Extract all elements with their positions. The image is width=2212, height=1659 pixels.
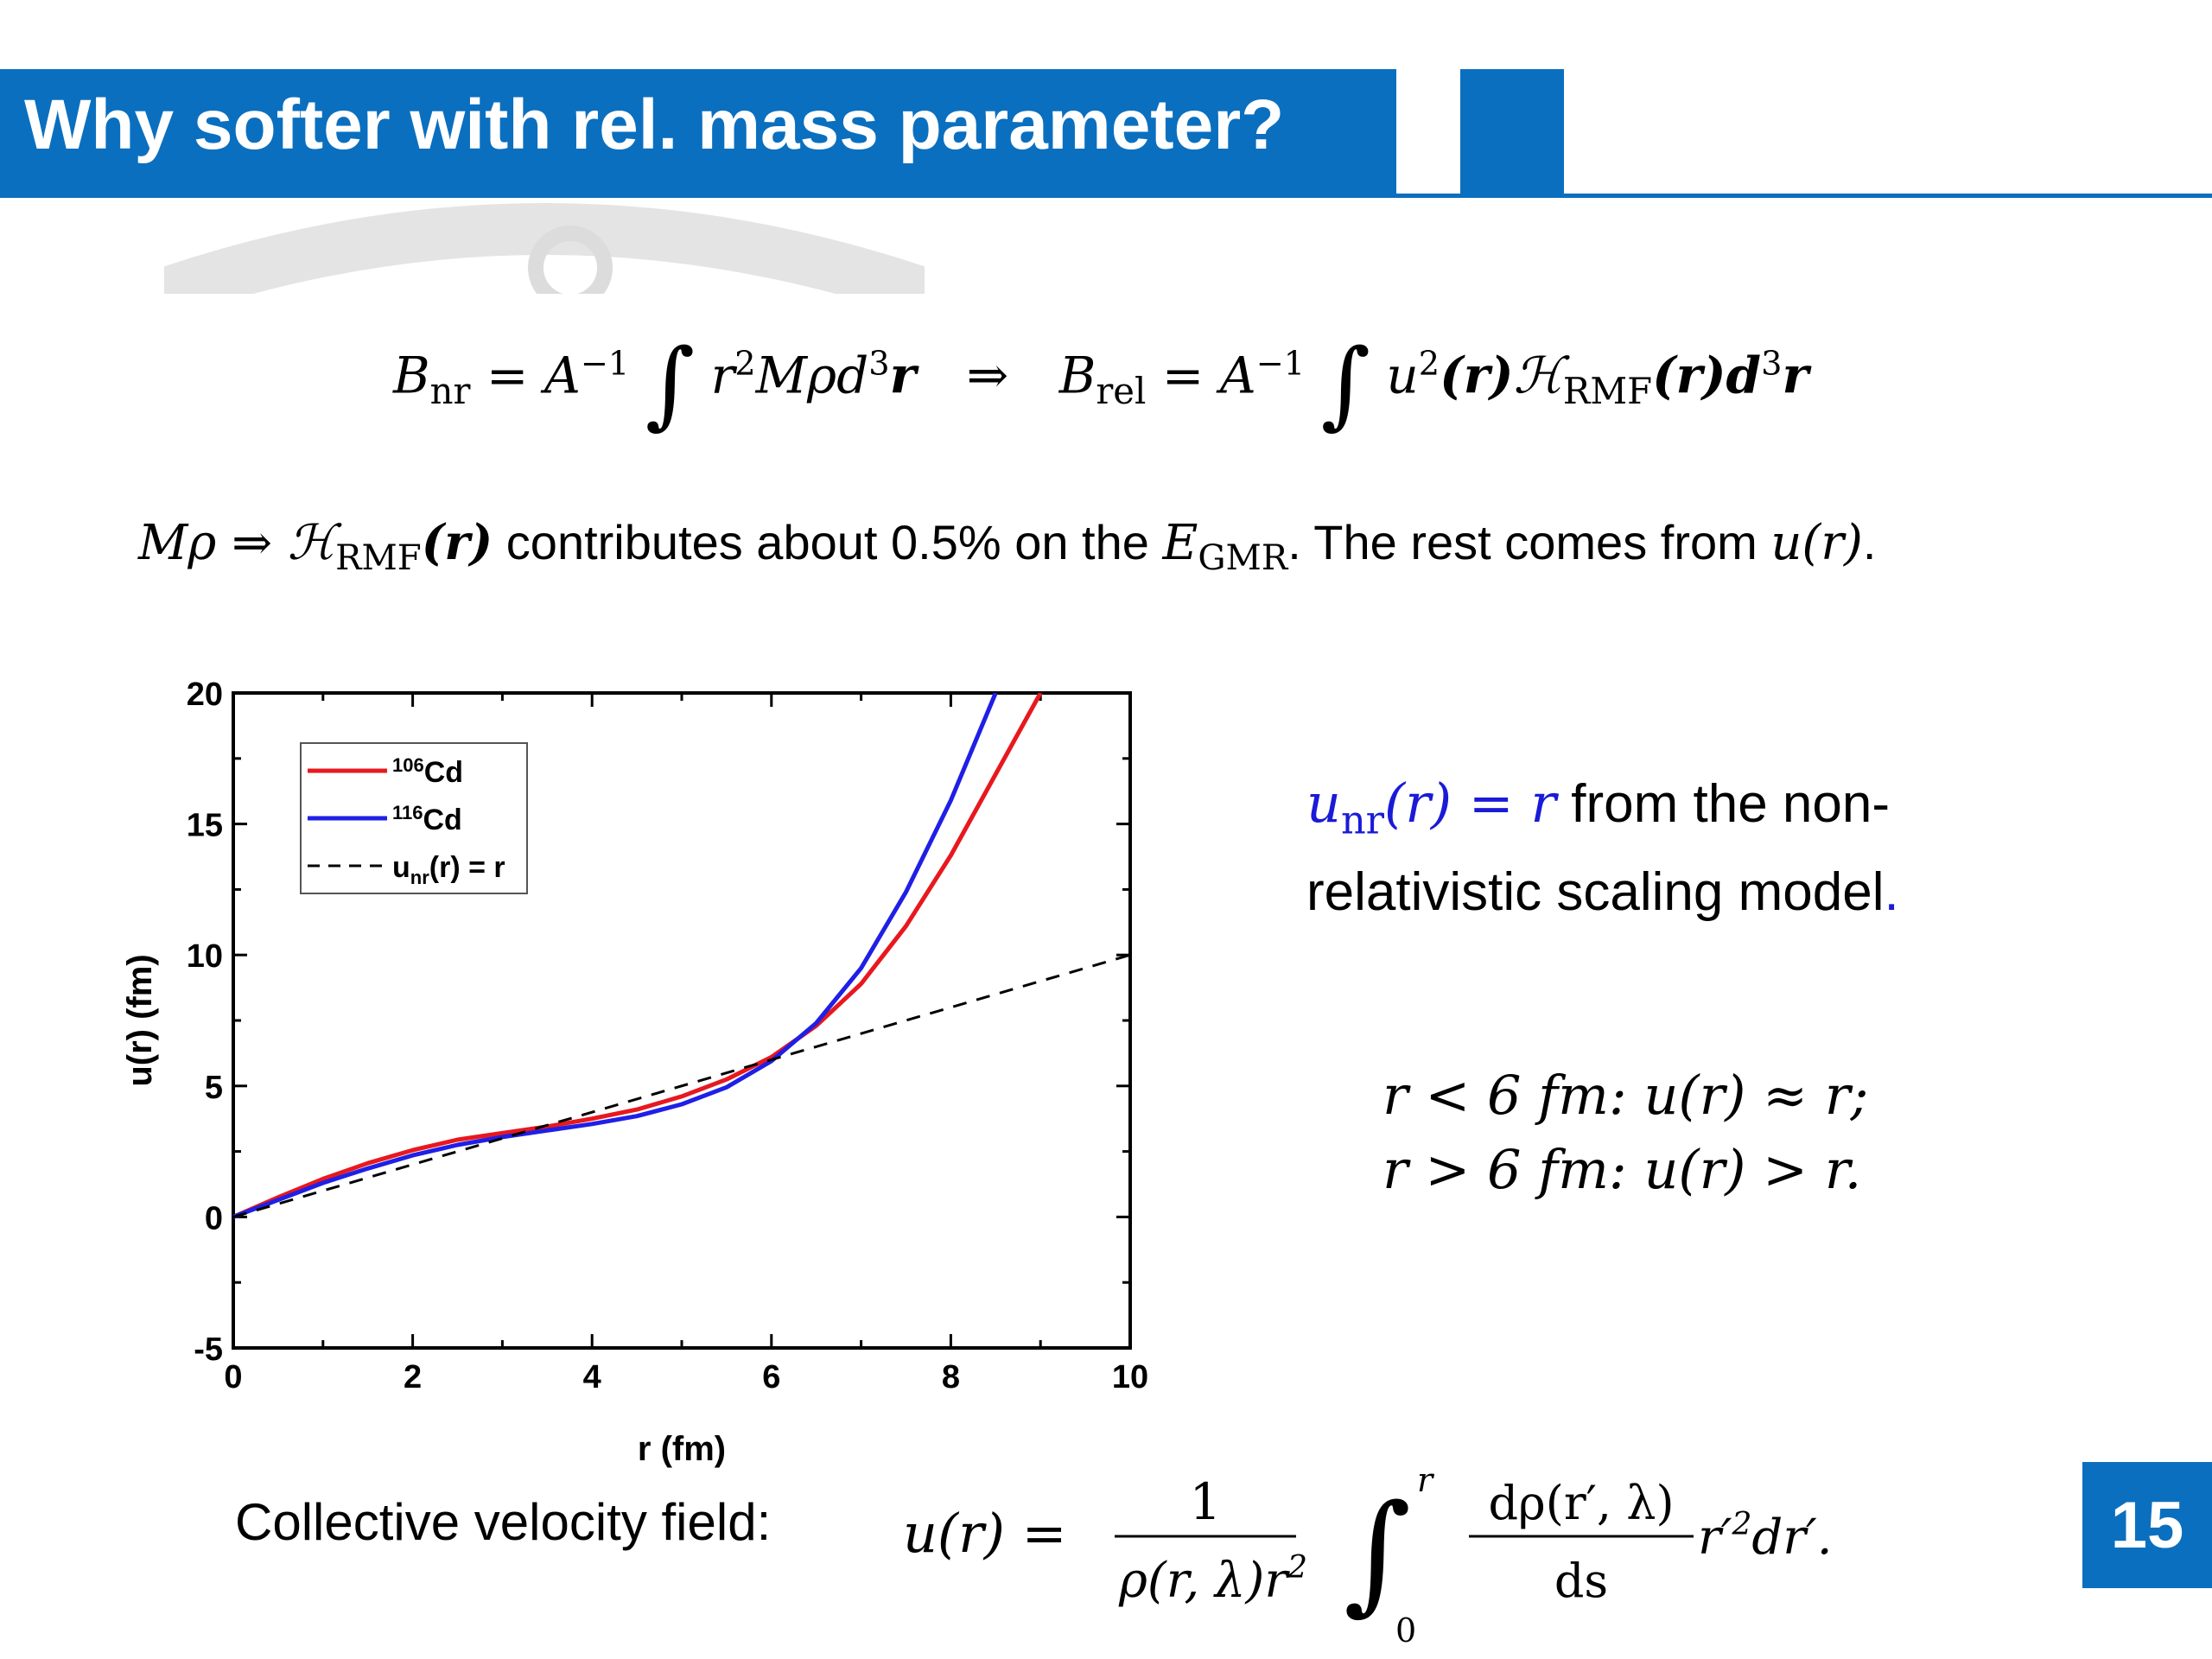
derivative-num: dρ(r′, λ): [1488, 1476, 1674, 1530]
title-underline: [0, 194, 2212, 198]
condition-line-2: r > 6 fm: u(r) > r.: [1382, 1138, 1862, 1201]
watermark-seal-icon: [164, 203, 925, 294]
x-tick-label: 10: [1112, 1359, 1148, 1395]
page-number: 15: [2082, 1462, 2212, 1588]
legend-label-0: 106Cd: [392, 754, 463, 789]
radius-conditions: r < 6 fm: u(r) ≈ r; r > 6 fm: u(r) > r.: [1382, 1058, 1868, 1207]
x-tick-label: 4: [583, 1359, 601, 1395]
y-tick-label: 10: [187, 938, 223, 975]
scaling-equation: Bnr = A−1 ∫ r2Mρd3r ⇒ Brel = A−1 ∫ u2(r)…: [393, 328, 1808, 439]
nonrelativistic-note: unr(r) = r from the non-relativistic sca…: [1306, 772, 1899, 923]
x-axis-label: r (fm): [638, 1430, 726, 1468]
y-tick-label: 5: [205, 1070, 223, 1106]
x-tick-label: 6: [762, 1359, 780, 1395]
integral-upper: r: [1417, 1461, 1435, 1499]
integral-sign: ∫: [1344, 1478, 1411, 1628]
x-tick-label: 8: [942, 1359, 960, 1395]
legend-label-2: unr(r) = r: [392, 851, 505, 888]
series-line-1: [233, 693, 998, 1219]
series-line-2: [233, 953, 1130, 1218]
collective-velocity-formula: u(r) = 1 ρ(r, λ)r2 ∫ r 0 dρ(r′, λ) ds r′…: [903, 1461, 1833, 1649]
y-tick-label: 15: [187, 808, 223, 844]
derivative-den: ds: [1554, 1554, 1608, 1608]
formula-lhs: u(r) =: [903, 1502, 1067, 1565]
collective-label: Collective velocity field:: [235, 1493, 772, 1551]
y-tick-label: 20: [187, 677, 223, 713]
legend-label-1: 116Cd: [392, 802, 462, 836]
y-axis-label: u(r) (fm): [121, 954, 159, 1086]
title-accent-block: [1460, 69, 1564, 194]
slide-title: Why softer with rel. mass parameter?: [24, 86, 1285, 164]
y-tick-label: -5: [194, 1332, 223, 1368]
integral-lower: 0: [1395, 1611, 1416, 1649]
x-tick-label: 0: [224, 1359, 242, 1395]
formula-frac-den: ρ(r, λ)r2: [1118, 1550, 1307, 1609]
rmf-contribution-statement: Mρ ⇒ ℋRMF(r) contributes about 0.5% on t…: [138, 514, 1877, 579]
condition-line-1: r < 6 fm: u(r) ≈ r;: [1382, 1064, 1869, 1127]
formula-frac-num: 1: [1190, 1472, 1222, 1531]
y-tick-label: 0: [205, 1200, 223, 1236]
title-bar: [0, 69, 1396, 194]
x-tick-label: 2: [404, 1359, 422, 1395]
series-line-0: [233, 693, 1043, 1219]
formula-tail: r′2dr′.: [1698, 1507, 1833, 1566]
